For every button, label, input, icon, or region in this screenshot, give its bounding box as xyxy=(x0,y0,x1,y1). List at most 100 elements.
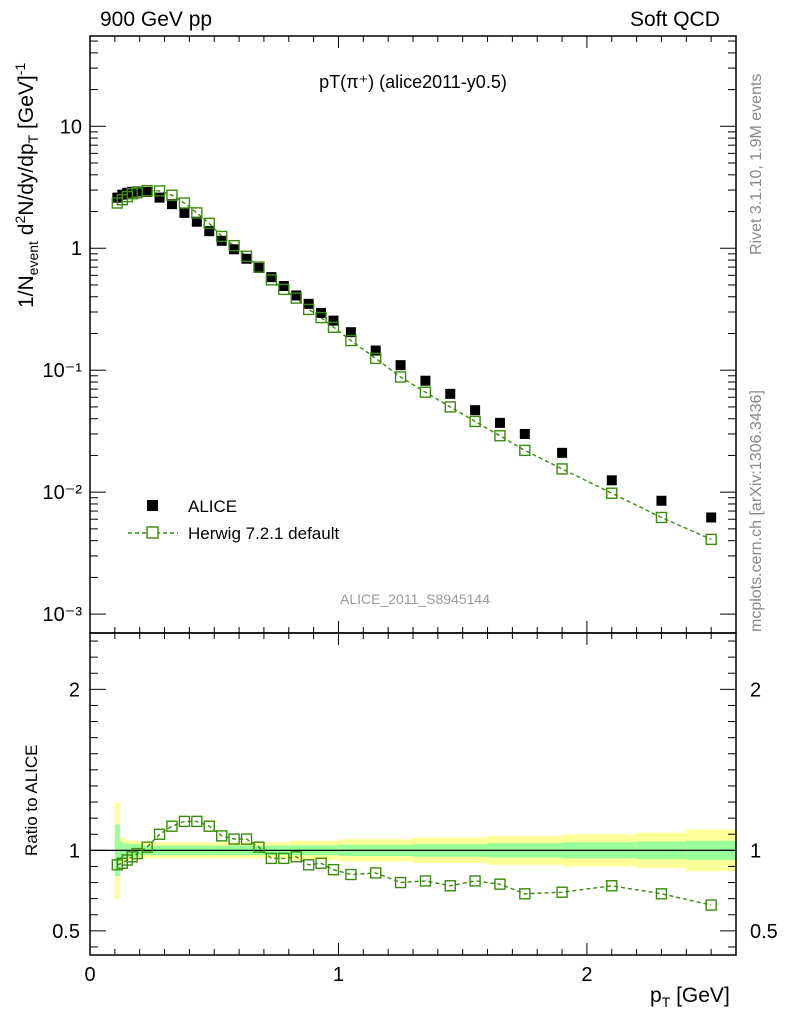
herwig-point xyxy=(519,444,531,457)
herwig-ratio-point xyxy=(240,833,253,845)
rivet-version-label: Rivet 3.1.10, 1.9M events xyxy=(748,73,765,255)
herwig-ratio-point xyxy=(469,875,481,887)
herwig-ratio-point xyxy=(419,875,432,887)
herwig-point xyxy=(141,184,153,197)
chart-title: pT(π⁺) (alice2011-y0.5) xyxy=(319,72,507,92)
herwig-point xyxy=(153,185,166,197)
alice-point xyxy=(154,192,165,203)
herwig-point xyxy=(240,250,253,262)
alice-point xyxy=(179,207,190,218)
alice-point xyxy=(345,327,356,338)
herwig-point xyxy=(419,386,432,398)
ratio-y-tick-label-right: 0.5 xyxy=(750,921,778,943)
ratio-y-tick-label: 0.5 xyxy=(52,921,80,943)
ratio-y-tick-label-right: 1 xyxy=(750,840,761,862)
alice-point xyxy=(278,281,289,292)
herwig-ratio-point xyxy=(519,888,531,900)
herwig-point xyxy=(469,415,481,428)
herwig-ratio-point xyxy=(141,841,153,853)
herwig-ratio-line xyxy=(117,820,712,906)
herwig-ratio-point xyxy=(153,828,166,840)
alice-point xyxy=(370,345,381,356)
herwig-point xyxy=(655,511,668,524)
herwig-ratio-point xyxy=(556,886,568,898)
ratio-y-tick-label: 1 xyxy=(69,840,80,862)
herwig-ratio-point xyxy=(253,841,265,853)
main-panel: 10 1 10⁻¹ 10⁻² 10⁻³ pT(π⁺) (alice2011-y0.5) AL… xyxy=(43,35,737,955)
header-left: 900 GeV pp xyxy=(100,8,213,31)
alice-point xyxy=(241,253,252,264)
herwig-ratio-point xyxy=(494,878,506,890)
alice-point xyxy=(328,315,339,326)
herwig-ratio-point xyxy=(131,847,143,860)
y-tick-label: 10⁻² xyxy=(43,482,83,504)
alice-point xyxy=(606,475,617,486)
herwig-point xyxy=(444,401,456,413)
herwig-point xyxy=(494,430,506,442)
alice-point xyxy=(395,360,406,371)
herwig-ratio-point xyxy=(345,868,357,881)
x-axis-label: pT [GeV] xyxy=(650,984,730,1011)
herwig-ratio-point xyxy=(606,880,618,892)
legend: ALICE Herwig 7.2.1 default xyxy=(128,497,339,543)
herwig-ratio-point xyxy=(302,859,315,871)
herwig-ratio-point xyxy=(290,851,302,863)
alice-point xyxy=(229,244,240,255)
herwig-ratio-point xyxy=(315,857,327,869)
ratio-frame xyxy=(89,632,737,956)
legend-herwig-marker xyxy=(146,526,159,539)
herwig-point xyxy=(370,352,382,365)
alice-point xyxy=(557,447,568,458)
alice-point xyxy=(204,226,215,237)
alice-point xyxy=(470,405,481,416)
herwig-point xyxy=(265,274,278,286)
alice-point xyxy=(166,199,177,210)
header-right: Soft QCD xyxy=(630,8,720,31)
herwig-ratio-point xyxy=(166,820,178,832)
herwig-point xyxy=(345,334,357,347)
legend-alice-marker xyxy=(147,500,158,511)
alice-point xyxy=(191,216,202,227)
alice-point xyxy=(494,417,505,428)
herwig-point xyxy=(606,487,618,499)
herwig-point xyxy=(302,303,315,316)
alice-point xyxy=(519,428,530,439)
y-tick-label: 10 xyxy=(60,116,82,138)
herwig-ratio-point xyxy=(178,815,191,828)
alice-point xyxy=(445,388,456,399)
herwig-ratio-point xyxy=(278,852,290,865)
herwig-ratio-point xyxy=(203,820,215,832)
herwig-point xyxy=(327,321,340,333)
x-tick-label: 1 xyxy=(333,964,344,986)
herwig-point xyxy=(178,197,191,209)
herwig-ratio-point xyxy=(394,876,407,889)
alice-point xyxy=(706,512,717,523)
herwig-point xyxy=(290,292,302,304)
herwig-point xyxy=(191,207,203,219)
x-tick-label: 0 xyxy=(84,964,95,986)
herwig-ratio-point xyxy=(444,880,456,892)
herwig-point xyxy=(203,217,215,230)
herwig-point xyxy=(253,261,265,273)
x-tick-label: 2 xyxy=(581,964,592,986)
ratio-panel: 0 1 2 0.5 0.5 1 1 2 2 xyxy=(52,632,778,986)
herwig-ratio-point xyxy=(327,863,340,876)
herwig-ratio-point xyxy=(191,815,203,828)
mcplots-label: mcplots.cern.ch [arXiv:1306.3436] xyxy=(748,390,765,632)
y-tick-label: 10⁻¹ xyxy=(43,360,83,382)
ratio-y-tick-label-right: 2 xyxy=(750,679,761,701)
main-frame xyxy=(89,35,737,634)
herwig-point xyxy=(215,230,228,243)
herwig-line xyxy=(116,189,712,541)
ratio-y-tick-label: 2 xyxy=(69,679,80,701)
y-tick-label: 10⁻³ xyxy=(43,604,83,626)
herwig-point xyxy=(556,463,568,475)
herwig-ratio-point xyxy=(228,833,240,845)
herwig-point xyxy=(228,239,240,252)
alice-point xyxy=(656,495,667,506)
herwig-ratio-point xyxy=(370,867,382,879)
y-tick-label: 1 xyxy=(71,238,82,260)
alice-point xyxy=(142,186,153,197)
herwig-point xyxy=(278,283,290,296)
